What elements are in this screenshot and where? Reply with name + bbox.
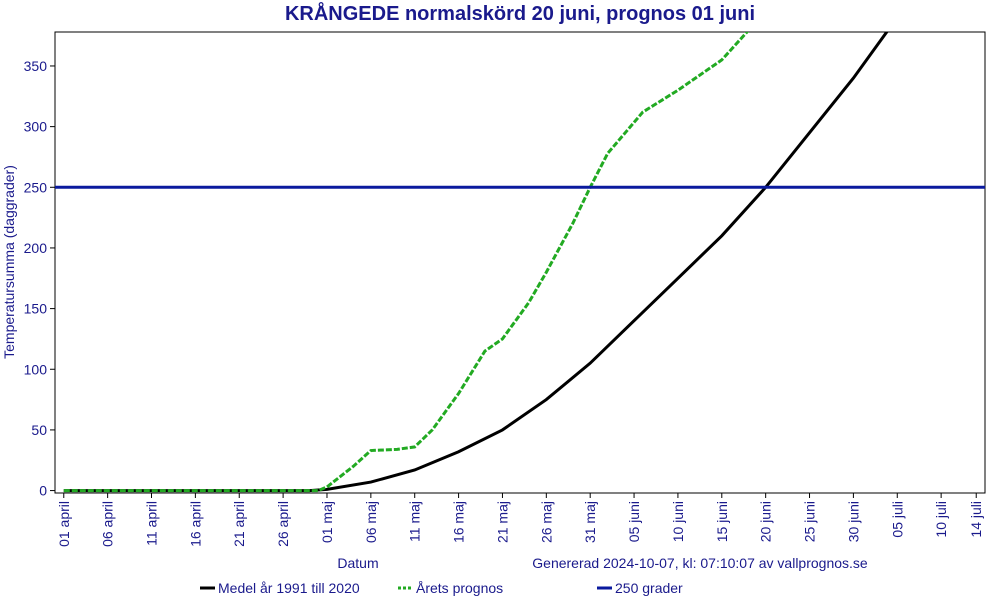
line-series (63, 32, 750, 493)
x-tick-label: 05 juli (889, 501, 905, 538)
x-tick-label: 06 april (100, 501, 116, 547)
y-tick-label: 0 (39, 483, 47, 499)
x-tick-label: 21 april (231, 501, 247, 547)
x-tick-label: 11 maj (407, 501, 423, 542)
x-tick-label: 30 juni (845, 501, 861, 542)
legend-label: Medel år 1991 till 2020 (218, 580, 360, 596)
x-tick-label: 25 juni (802, 501, 818, 542)
x-tick-label: 05 juni (626, 501, 642, 542)
x-tick-label: 10 juni (670, 501, 686, 542)
x-tick-label: 15 juni (714, 501, 730, 542)
y-tick-label: 50 (31, 422, 47, 438)
annotation: Genererad 2024-10-07, kl: 07:10:07 av va… (532, 555, 868, 571)
y-tick-label: 100 (24, 361, 48, 377)
y-tick-label: 150 (24, 301, 48, 317)
y-tick-label: 250 (24, 179, 48, 195)
y-axis-label: Temperatursumma (daggrader) (1, 165, 17, 359)
x-tick-label: 06 maj (363, 501, 379, 543)
y-tick-label: 350 (24, 58, 48, 74)
x-tick-label: 14 juli (968, 501, 984, 538)
y-tick-label: 200 (24, 240, 48, 256)
y-tick-label: 300 (24, 119, 48, 135)
x-tick-label: 01 april (56, 501, 72, 547)
x-tick-label: 11 april (144, 501, 160, 546)
x-tick-label: 16 maj (451, 501, 467, 543)
plot-frame (54, 31, 986, 494)
x-tick-label: 31 maj (582, 501, 598, 543)
plot-area (55, 32, 985, 493)
x-tick-label: 26 april (275, 501, 291, 547)
legend-label: 250 grader (615, 580, 683, 596)
x-tick-label: 16 april (187, 501, 203, 547)
chart-title: KRÅNGEDE normalskörd 20 juni, prognos 01… (285, 1, 755, 25)
x-axis-label: Datum (337, 555, 378, 571)
legend-label: Årets prognos (416, 580, 503, 596)
x-tick-label: 10 juli (933, 501, 949, 538)
x-tick-label: 01 maj (319, 501, 335, 543)
x-tick-label: 20 juni (758, 501, 774, 542)
x-tick-label: 21 maj (494, 501, 510, 543)
x-tick-label: 26 maj (538, 501, 554, 543)
line-series (63, 32, 889, 493)
